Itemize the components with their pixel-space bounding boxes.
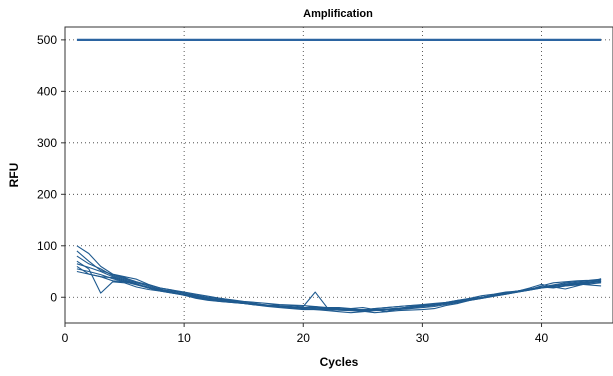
x-tick-label: 30 bbox=[416, 331, 430, 345]
series-line-1 bbox=[76, 245, 602, 311]
y-tick-label: 100 bbox=[37, 239, 57, 253]
y-tick-label: 400 bbox=[37, 84, 57, 98]
x-tick-label: 0 bbox=[62, 331, 69, 345]
plot-frame bbox=[64, 26, 613, 324]
y-axis-label: RFU bbox=[7, 163, 21, 188]
grid-layer bbox=[65, 27, 613, 323]
series-layer bbox=[76, 245, 602, 314]
x-tick-label: 40 bbox=[535, 331, 549, 345]
x-tick-label: 20 bbox=[297, 331, 311, 345]
y-tick-label: 500 bbox=[37, 33, 57, 47]
series-line-5 bbox=[76, 255, 602, 314]
x-axis-label: Cycles bbox=[320, 355, 359, 369]
y-tick-label: 300 bbox=[37, 136, 57, 150]
x-tick-label: 10 bbox=[177, 331, 191, 345]
chart-title: Amplification bbox=[303, 8, 373, 20]
y-tick-label: 0 bbox=[50, 290, 57, 304]
y-tick-label: 200 bbox=[37, 187, 57, 201]
series-line-8 bbox=[76, 250, 602, 312]
